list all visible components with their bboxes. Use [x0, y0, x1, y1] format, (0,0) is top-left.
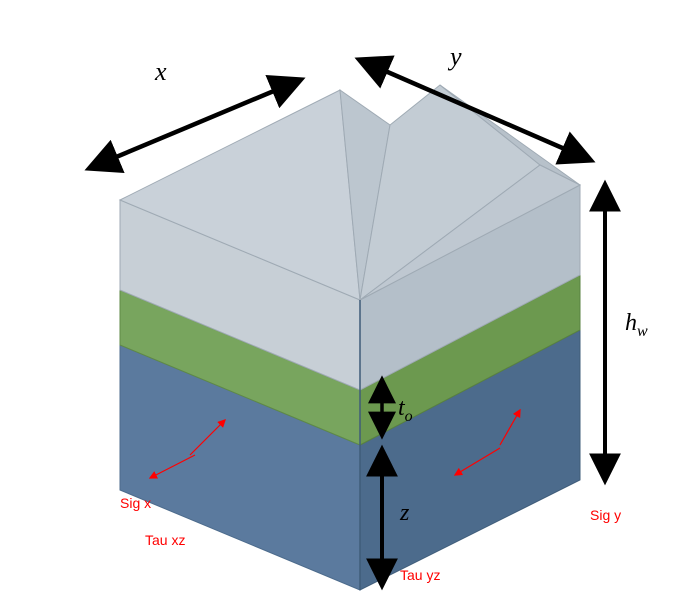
tauyz-label: Tau yz: [400, 567, 440, 583]
sigy-label: Sig y: [590, 507, 621, 523]
diagram-svg: x y hw to z Sig x Tau xz Sig y Tau yz: [0, 0, 680, 607]
y-label: y: [447, 42, 462, 71]
x-label: x: [154, 57, 167, 86]
tauxz-label: Tau xz: [145, 532, 185, 548]
hw-label: hw: [625, 310, 648, 340]
sigx-label: Sig x: [120, 495, 151, 511]
z-label: z: [399, 500, 410, 526]
